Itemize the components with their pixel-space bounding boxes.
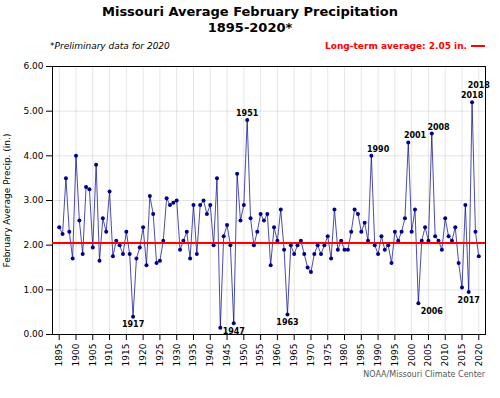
- svg-text:1915: 1915: [121, 344, 131, 367]
- svg-text:1950: 1950: [239, 343, 249, 366]
- svg-text:2000: 2000: [407, 343, 417, 366]
- svg-text:5.00: 5.00: [23, 106, 43, 116]
- svg-text:1930: 1930: [172, 343, 182, 366]
- html-text:Missouri Average February Prec: Missouri Average February Precipitation: [102, 4, 398, 19]
- svg-text:1960: 1960: [272, 343, 282, 366]
- svg-text:1905: 1905: [88, 344, 98, 367]
- svg-text:1935: 1935: [188, 344, 198, 367]
- svg-text:February Average Precip. (in.): February Average Precip. (in.): [2, 134, 12, 268]
- svg-text:1940: 1940: [205, 343, 215, 366]
- svg-text:1925: 1925: [155, 344, 165, 367]
- svg-text:2017: 2017: [458, 296, 480, 305]
- svg-text:1955: 1955: [255, 344, 265, 367]
- html-text:*Preliminary data for 2020: *Preliminary data for 2020: [50, 40, 170, 51]
- svg-text:2018: 2018: [461, 91, 484, 100]
- svg-text:0.00: 0.00: [23, 329, 43, 339]
- svg-text:6.00: 6.00: [23, 61, 43, 71]
- svg-text:1895: 1895: [54, 344, 64, 367]
- svg-text:2015: 2015: [457, 344, 467, 367]
- svg-text:1900: 1900: [71, 343, 81, 366]
- svg-text:1970: 1970: [306, 343, 316, 366]
- svg-text:1990: 1990: [373, 343, 383, 366]
- html-text:Long-term average: 2.05 in.: Long-term average: 2.05 in.: [325, 40, 467, 51]
- html-text:1895-2020*: 1895-2020*: [207, 20, 293, 35]
- svg-text:2.00: 2.00: [23, 240, 43, 250]
- svg-text:1985: 1985: [356, 344, 366, 367]
- svg-text:4.00: 4.00: [23, 151, 43, 161]
- svg-text:1917: 1917: [122, 320, 144, 329]
- svg-text:1920: 1920: [138, 343, 148, 366]
- svg-text:2018: 2018: [468, 81, 491, 90]
- svg-text:2005: 2005: [423, 344, 433, 367]
- svg-text:1.00: 1.00: [23, 285, 43, 295]
- svg-text:1980: 1980: [339, 343, 349, 366]
- svg-text:1975: 1975: [323, 344, 333, 367]
- svg-text:2020: 2020: [474, 343, 484, 366]
- svg-text:1963: 1963: [276, 318, 298, 327]
- svg-text:1995: 1995: [390, 344, 400, 367]
- svg-text:2001: 2001: [404, 131, 427, 140]
- svg-text:2006: 2006: [421, 307, 444, 316]
- svg-text:1910: 1910: [104, 343, 114, 366]
- svg-text:1945: 1945: [222, 344, 232, 367]
- svg-text:3.00: 3.00: [23, 195, 43, 205]
- svg-text:2010: 2010: [440, 343, 450, 366]
- html-text:NOAA/Missouri Climate Center: NOAA/Missouri Climate Center: [363, 370, 485, 379]
- svg-text:1990: 1990: [367, 145, 390, 154]
- svg-text:1947: 1947: [223, 327, 245, 336]
- svg-text:1965: 1965: [289, 344, 299, 367]
- svg-text:2008: 2008: [427, 123, 450, 132]
- svg-text:1951: 1951: [236, 109, 259, 118]
